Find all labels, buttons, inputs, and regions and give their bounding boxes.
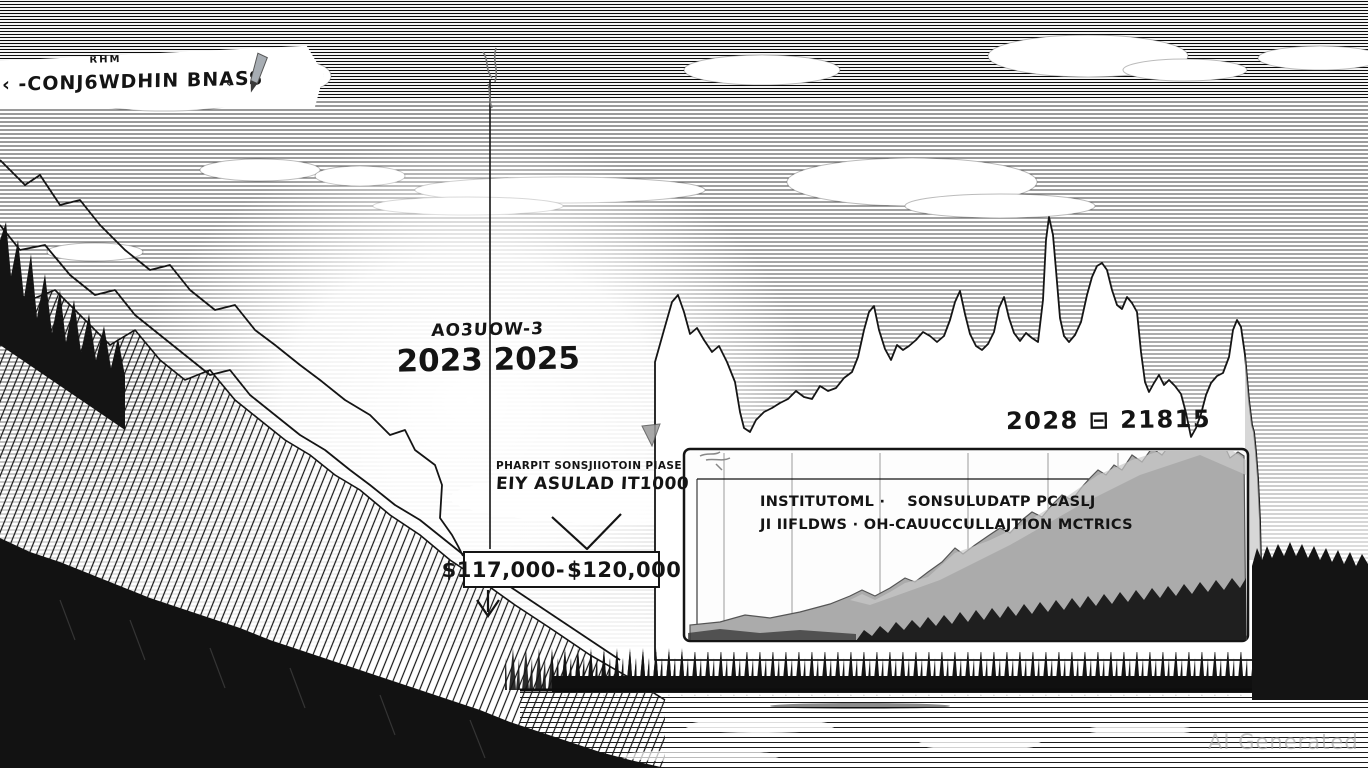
phase-subcaption: EIY ASULAD IT1000 (495, 474, 690, 494)
left-vegetation (0, 538, 665, 768)
down-arrow-icon (476, 590, 500, 618)
price-range-right: $120,000 (567, 557, 682, 582)
cycle-label-caption: AO3UOW-3 (430, 319, 545, 341)
tick-mark: ‹ (225, 76, 232, 92)
bird-sketch-icon (699, 451, 731, 471)
banner-title: ‹ -CONJ6WDHIN BNASS (1, 67, 264, 96)
pencil-icon (243, 50, 275, 97)
vertical-marker-line (482, 47, 498, 549)
callout-vee (551, 513, 622, 551)
inset-area-highlight (850, 451, 1246, 605)
phase-label: PHARPIT SONSJIIOTOIN PIASE EIY ASULAD IT… (495, 460, 690, 494)
inset-panel-frame (682, 447, 1250, 643)
price-range-left: $117,000- (441, 557, 566, 582)
inset-title-line2: JI IIFLDWS · OH-CAUUCCULLAJTION MCTRICS (760, 517, 1133, 534)
price-callout-box: $117,000- $120,000 (442, 551, 681, 588)
inset-title-right: SONSULUDATP PCASLJ (907, 494, 1096, 510)
inset-panel-title: INSTITUTOML · SONSULUDATP PCASLJ JI IIFL… (760, 491, 1133, 537)
arrow-sketch-icon (641, 423, 661, 448)
right-trees (1252, 542, 1368, 700)
ai-generated-watermark: AI Generated (1208, 730, 1359, 754)
ridge-trees (0, 222, 125, 430)
inset-title-left: INSTITUTOML · (760, 494, 886, 510)
phase-caption: PHARPIT SONSJIIOTOIN PIASE (496, 460, 682, 472)
cycle-years: 2023 2025 (396, 340, 581, 380)
projection-label: 2028 ⊟ 21815 (1005, 404, 1212, 436)
inset-scrub (856, 578, 1246, 640)
title-banner: RHM ‹ -CONJ6WDHIN BNASS ‹ (0, 44, 325, 118)
cycle-label: AO3UOW-3 2023 2025 (392, 318, 585, 380)
bird-sketch-icon (482, 47, 498, 109)
river-water (520, 688, 1368, 768)
